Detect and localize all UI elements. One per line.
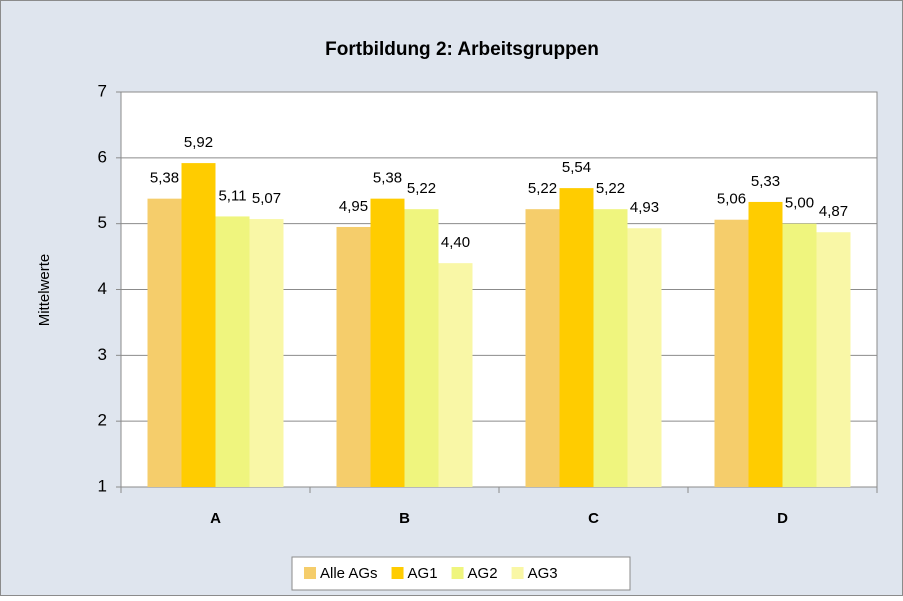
- legend-label: AG2: [468, 565, 498, 582]
- value-label: 5,06: [717, 191, 746, 208]
- legend-swatch: [391, 567, 404, 579]
- legend-label: AG1: [408, 565, 438, 582]
- legend-label: AG3: [528, 565, 558, 582]
- bar: [714, 219, 749, 487]
- bar: [525, 209, 560, 487]
- bar: [782, 223, 817, 487]
- x-tick-label: B: [399, 510, 410, 527]
- y-tick-label: 2: [98, 411, 107, 430]
- value-label: 5,38: [373, 170, 402, 187]
- bar: [249, 219, 284, 487]
- bar: [438, 263, 473, 487]
- bar: [816, 232, 851, 487]
- value-label: 4,40: [441, 234, 470, 251]
- bar: [593, 209, 628, 487]
- bar: [404, 209, 439, 487]
- value-label: 4,95: [339, 198, 368, 215]
- legend-swatch: [304, 567, 316, 579]
- value-label: 5,92: [184, 134, 213, 151]
- bar: [370, 198, 405, 487]
- y-tick-label: 4: [98, 279, 107, 298]
- value-label: 5,11: [218, 187, 246, 204]
- value-label: 5,22: [407, 180, 436, 197]
- bar: [627, 228, 662, 487]
- value-label: 5,38: [150, 170, 179, 187]
- y-tick-label: 5: [98, 213, 107, 232]
- bar: [336, 226, 371, 488]
- y-tick-label: 6: [98, 147, 107, 166]
- value-label: 4,87: [819, 203, 848, 220]
- bar: [147, 198, 182, 487]
- x-tick-label: D: [777, 510, 788, 527]
- x-tick-label: C: [588, 510, 599, 527]
- value-label: 5,22: [528, 180, 557, 197]
- value-label: 5,22: [596, 180, 625, 197]
- bar: [215, 216, 250, 488]
- bar: [559, 188, 594, 487]
- bar: [748, 201, 783, 488]
- value-label: 5,33: [751, 173, 780, 190]
- legend-swatch: [511, 567, 524, 579]
- y-tick-label: 1: [98, 476, 107, 495]
- value-label: 5,07: [252, 190, 281, 207]
- legend-swatch: [451, 567, 464, 579]
- y-axis-label: Mittelwerte: [36, 254, 53, 327]
- bar: [181, 163, 216, 487]
- value-label: 5,54: [562, 159, 591, 176]
- chart-title: Fortbildung 2: Arbeitsgruppen: [325, 39, 599, 60]
- y-tick-label: 7: [98, 81, 107, 100]
- value-label: 5,00: [785, 195, 814, 212]
- y-tick-label: 3: [98, 345, 107, 364]
- legend-label: Alle AGs: [320, 565, 378, 582]
- x-tick-label: A: [210, 510, 221, 527]
- value-label: 4,93: [630, 199, 659, 216]
